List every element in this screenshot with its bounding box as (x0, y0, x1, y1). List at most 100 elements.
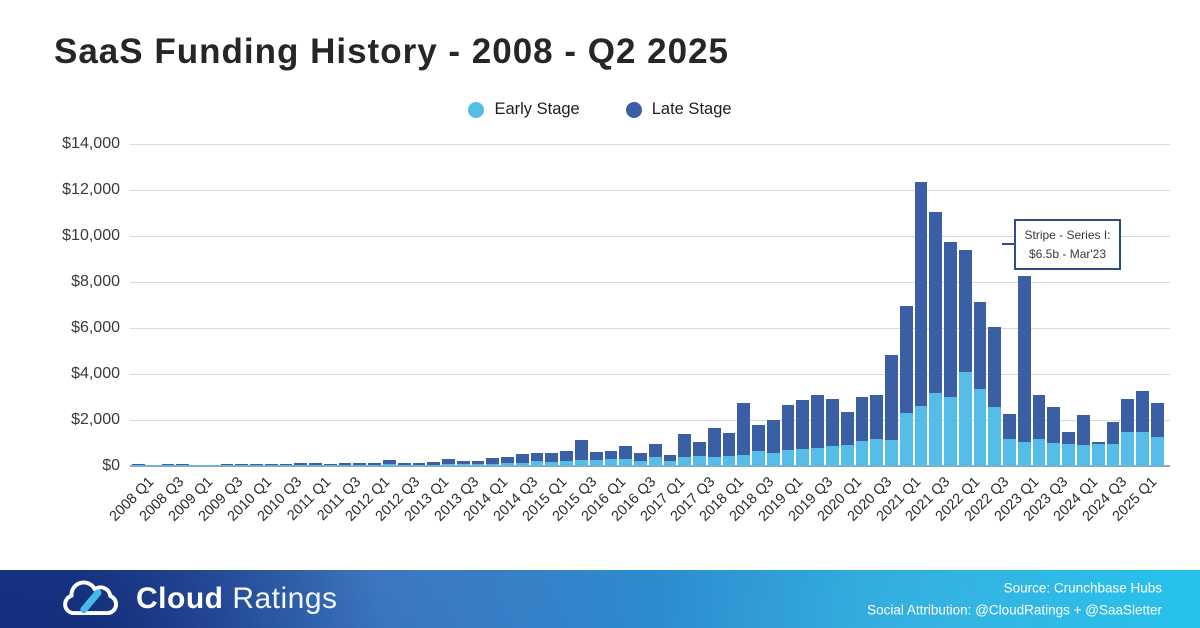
legend-label-early: Early Stage (494, 100, 580, 118)
early-stage-segment (456, 464, 470, 466)
bar-2024-Q2 (1091, 442, 1105, 466)
cloud-ratings-logo: Cloud Ratings (58, 577, 338, 621)
late-stage-segment (383, 460, 396, 465)
early-stage-segment (530, 460, 544, 466)
early-stage-segment (988, 406, 1002, 466)
late-stage-segment (929, 211, 943, 394)
bar-2023-Q2 (1032, 394, 1046, 466)
late-stage-segment (648, 443, 662, 458)
early-stage-segment (589, 459, 603, 466)
bar-2017-Q3 (693, 442, 706, 466)
late-stage-segment (885, 354, 898, 441)
plot-area (130, 144, 1170, 467)
late-stage-segment (1032, 394, 1046, 440)
early-stage-segment (176, 465, 190, 466)
bar-2019-Q1 (781, 405, 795, 466)
bar-2008-Q4 (176, 464, 190, 466)
late-stage-segment (132, 463, 145, 466)
early-stage-segment (368, 464, 382, 466)
early-stage-segment (1032, 439, 1046, 466)
early-stage-segment (929, 393, 943, 466)
bar-2021-Q1 (899, 305, 913, 466)
late-stage-segment (530, 453, 544, 461)
late-stage-segment (146, 464, 160, 466)
legend-item-late-stage: Late Stage (625, 100, 732, 119)
bar-2013-Q1 (427, 462, 441, 466)
late-stage-segment (412, 463, 426, 465)
y-tick-label: $14,000 (62, 135, 120, 152)
late-stage-segment (264, 463, 278, 465)
social-attribution-line: Social Attribution: @CloudRatings + @Saa… (867, 602, 1162, 617)
late-stage-segment (663, 454, 677, 461)
late-stage-segment (309, 463, 322, 465)
early-stage-segment (944, 397, 957, 466)
bar-2021-Q4 (944, 242, 957, 466)
bar-2023-Q3 (1047, 406, 1061, 466)
late-stage-swatch-icon (625, 101, 642, 118)
late-stage-segment (397, 462, 411, 465)
early-stage-segment (560, 460, 573, 466)
early-stage-segment (471, 464, 485, 466)
bar-2013-Q2 (442, 459, 455, 466)
early-stage-segment (264, 464, 278, 466)
late-stage-segment (1047, 406, 1061, 443)
early-stage-segment (279, 465, 293, 466)
late-stage-segment (191, 464, 204, 466)
late-stage-segment (250, 463, 263, 466)
footer-attribution-block: Source: Crunchbase Hubs Social Attributi… (867, 577, 1162, 620)
brand-name-light: Ratings (232, 582, 338, 615)
y-tick-label: $0 (102, 457, 120, 474)
early-stage-segment (397, 464, 411, 466)
early-stage-segment (427, 464, 441, 466)
late-stage-segment (737, 402, 751, 455)
late-stage-segment (1106, 422, 1120, 444)
brand-name: Cloud Ratings (136, 582, 338, 616)
late-stage-segment (722, 433, 736, 456)
late-stage-segment (1003, 414, 1016, 440)
y-tick-label: $12,000 (62, 181, 120, 198)
late-stage-segment (294, 463, 308, 465)
early-stage-segment (1003, 439, 1016, 466)
early-stage-segment (501, 463, 514, 466)
early-stage-segment (353, 464, 367, 466)
bar-2010-Q1 (250, 463, 263, 466)
gridline-$12,000 (130, 190, 1170, 191)
early-stage-segment (648, 457, 662, 466)
early-stage-segment (412, 464, 426, 466)
bar-2013-Q4 (471, 460, 485, 466)
footer-banner: Cloud Ratings Source: Crunchbase Hubs So… (0, 570, 1200, 628)
bar-2011-Q4 (353, 463, 367, 466)
bar-2015-Q3 (574, 439, 588, 466)
late-stage-segment (205, 464, 219, 466)
bar-2011-Q1 (309, 463, 322, 466)
early-stage-segment (604, 459, 618, 466)
bar-2012-Q2 (383, 460, 396, 466)
page-title: SaaS Funding History - 2008 - Q2 2025 (54, 32, 729, 71)
y-tick-label: $8,000 (71, 273, 120, 290)
gridline-$2,000 (130, 420, 1170, 421)
bar-2014-Q1 (486, 457, 500, 466)
early-stage-segment (914, 405, 928, 466)
late-stage-segment (870, 394, 884, 440)
early-stage-segment (870, 439, 884, 466)
early-stage-segment (1091, 444, 1105, 466)
gridline-$4,000 (130, 374, 1170, 375)
bar-2014-Q2 (501, 456, 514, 466)
bar-2016-Q2 (619, 446, 633, 466)
early-stage-segment (235, 465, 249, 466)
late-stage-segment (220, 464, 234, 466)
early-stage-segment (146, 465, 160, 466)
early-stage-segment (899, 413, 913, 466)
bar-2023-Q1 (1017, 276, 1031, 466)
early-stage-swatch-icon (468, 101, 485, 118)
late-stage-segment (840, 411, 854, 446)
gridline-$6,000 (130, 328, 1170, 329)
late-stage-segment (693, 442, 706, 456)
bar-2017-Q2 (678, 434, 692, 466)
source-line: Source: Crunchbase Hubs (1003, 580, 1162, 596)
y-tick-label: $2,000 (71, 411, 120, 428)
bar-2011-Q3 (338, 462, 352, 466)
early-stage-segment (722, 455, 736, 466)
y-tick-label: $10,000 (62, 227, 120, 244)
